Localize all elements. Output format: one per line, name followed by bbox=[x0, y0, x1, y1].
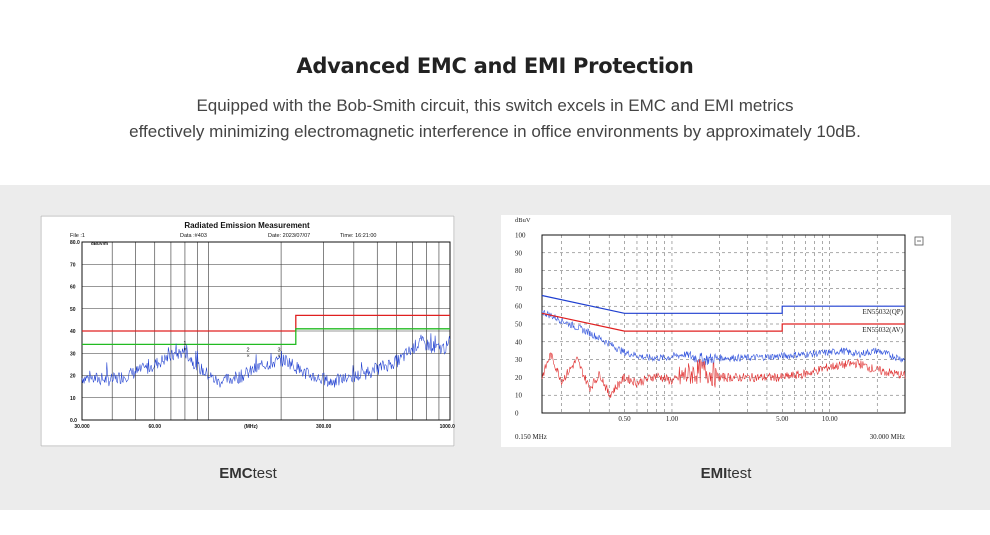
emc-y-axis-label: dBuV/m bbox=[91, 241, 108, 246]
emi-y-tick-label: 100 bbox=[515, 232, 526, 240]
emc-caption-rest: test bbox=[252, 465, 277, 482]
emc-x-tick-label: (MHz) bbox=[244, 424, 258, 430]
emc-title: Radiated Emission Measurement bbox=[184, 221, 310, 230]
emi-x-start-label: 0.150 MHz bbox=[515, 433, 547, 441]
emc-caption: EMCtest bbox=[148, 465, 348, 482]
emi-chart-panel: dBuV 0 10 20 30 40 50 60 70 80 90 100 0.50 1.00 5.00 10… bbox=[501, 215, 951, 447]
emi-y-tick-label: 50 bbox=[515, 321, 523, 329]
emc-marker-x: × bbox=[246, 354, 249, 360]
emi-y-tick-label: 10 bbox=[515, 392, 523, 400]
emi-x-tick-label: 5.00 bbox=[776, 415, 789, 423]
emc-chart-panel: Radiated Emission Measurement File :1 Data… bbox=[40, 215, 461, 447]
subtitle-line-2: effectively minimizing electromagnetic i… bbox=[129, 122, 861, 141]
emi-y-tick-label: 0 bbox=[515, 410, 519, 418]
emi-y-tick-label: 70 bbox=[515, 285, 523, 293]
emi-y-tick-label: 80 bbox=[515, 267, 523, 275]
emc-chart: Radiated Emission Measurement File :1 Data… bbox=[40, 215, 461, 447]
emc-x-tick-label: 300.00 bbox=[316, 424, 332, 430]
emc-header-data: Data :#403 bbox=[180, 233, 207, 239]
emi-x-tick-label: 10.00 bbox=[822, 415, 838, 423]
emc-marker-x: × bbox=[277, 354, 280, 360]
emi-y-tick-label: 90 bbox=[515, 249, 523, 257]
emi-legend-qp: EN55032(QP) bbox=[863, 308, 904, 316]
emc-y-tick-label: 10 bbox=[70, 396, 76, 402]
subtitle-line-1: Equipped with the Bob-Smith circuit, thi… bbox=[196, 96, 794, 115]
emi-y-tick-label: 30 bbox=[515, 356, 523, 364]
emc-y-tick-label: 40 bbox=[70, 329, 76, 335]
emi-x-tick-label: 0.50 bbox=[618, 415, 631, 423]
emc-marker-x: × bbox=[183, 347, 186, 353]
emc-y-tick-label: 30 bbox=[70, 351, 76, 357]
emi-measurement-trace-blue bbox=[541, 309, 906, 367]
emi-chart: dBuV 0 10 20 30 40 50 60 70 80 90 100 0.50 1.00 5.00 10… bbox=[515, 217, 924, 441]
emc-y-tick-label: 80.0 bbox=[70, 240, 80, 246]
emc-y-tick-label: 70 bbox=[70, 262, 76, 268]
page-title: Advanced EMC and EMI Protection bbox=[296, 54, 694, 78]
emc-marker-label: 3 bbox=[277, 348, 280, 354]
emc-marker-label: 2 bbox=[247, 348, 250, 354]
emi-caption-rest: test bbox=[727, 465, 752, 482]
emc-limit-line-red bbox=[82, 314, 450, 332]
emi-limit-line-qp bbox=[541, 294, 905, 314]
emi-y-axis-label: dBuV bbox=[515, 217, 531, 224]
emi-x-end-label: 30.000 MHz bbox=[870, 433, 905, 441]
emi-caption: EMItest bbox=[626, 465, 826, 482]
emc-marker-label: 1 bbox=[183, 341, 186, 347]
emi-limit-line-av bbox=[541, 312, 905, 332]
emi-caption-bold: EMI bbox=[700, 465, 728, 482]
emi-x-tick-label: 1.00 bbox=[666, 415, 679, 423]
emc-header-date: Date: 2023/07/07 bbox=[268, 233, 310, 239]
emc-x-tick-label: 1000.000 bbox=[440, 424, 455, 430]
emc-y-tick-label: 0.0 bbox=[70, 418, 77, 424]
emc-y-tick-label: 50 bbox=[70, 307, 76, 313]
emi-y-tick-label: 40 bbox=[515, 338, 523, 346]
emc-header-file: File :1 bbox=[70, 233, 85, 239]
emc-y-tick-label: 20 bbox=[70, 374, 76, 380]
emc-x-tick-label: 30.000 bbox=[74, 424, 90, 430]
screenshot-icon bbox=[914, 236, 924, 246]
emi-y-tick-label: 20 bbox=[515, 374, 523, 382]
emi-y-tick-label: 60 bbox=[515, 303, 523, 311]
emi-legend-av: EN55032(AV) bbox=[862, 326, 903, 334]
emc-measurement-trace bbox=[81, 333, 451, 388]
emc-caption-bold: EMC bbox=[219, 465, 253, 482]
emc-y-tick-label: 60 bbox=[70, 285, 76, 291]
emc-header-time: Time: 16:21:00 bbox=[340, 233, 376, 239]
emc-limit-line-green bbox=[82, 328, 450, 346]
emi-measurement-trace-red bbox=[541, 352, 906, 398]
emc-x-tick-label: 60.00 bbox=[148, 424, 161, 430]
hero-section: Advanced EMC and EMI Protection Equipped… bbox=[0, 0, 990, 185]
